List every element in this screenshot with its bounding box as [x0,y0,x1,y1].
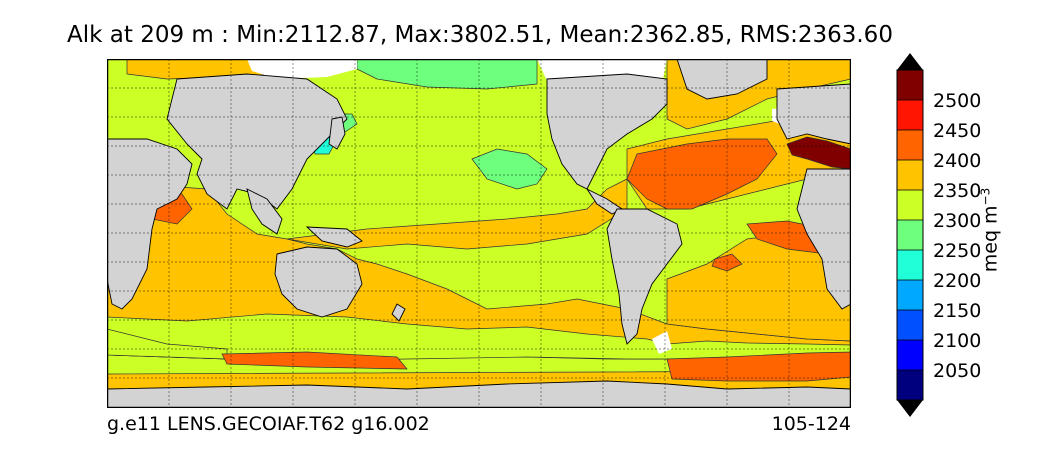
new-guinea [305,226,363,248]
colorbar-band-2500 [897,70,923,100]
colorbar-band-2350 [897,160,923,190]
alk-band-above-2500 [786,136,851,170]
alk-band-2400-2450 [141,138,851,382]
lat-lon-grid [107,59,851,408]
colorbar-tick-label-2500: 2500 [933,90,981,112]
colorbar-unit-main: meq m [979,205,1002,273]
colorbar-bands [897,70,923,400]
australia [274,246,363,318]
colorbar-tick-label-2100: 2100 [933,330,981,352]
colorbar-tick-label-2050: 2050 [933,360,981,382]
indochina [246,188,283,235]
north-america [546,73,668,190]
footer-year-range: 105-124 [771,413,851,435]
colorbar-band-2200 [897,250,923,280]
colorbar-tick-label-2150: 2150 [933,300,981,322]
plot-title: Alk at 209 m : Min:2112.87, Max:3802.51,… [67,22,893,48]
colorbar-band-2000 [897,370,923,400]
colorbar-unit-label: meq m−3 [978,188,1001,273]
colorbar: 2050 2100 2150 2200 2250 2300 2350 2400 2450 2500 [896,53,981,417]
africa-east [796,168,851,310]
footer-case-name: g.e11 LENS.GECOIAF.T62 g16.002 [107,413,430,435]
colorbar-band-2150 [897,280,923,310]
colorbar-tick-label-2250: 2250 [933,240,981,262]
colorbar-band-2050 [897,340,923,370]
colorbar-extend-high [897,53,923,70]
greenland [676,59,768,100]
colorbar-band-2300 [897,190,923,220]
south-america [606,208,683,345]
colorbar-band-2250 [897,220,923,250]
africa [107,138,193,310]
colorbar-extend-low [897,400,923,417]
colorbar-tick-label-2450: 2450 [933,120,981,142]
colorbar-band-2100 [897,310,923,340]
colorbar-unit-exponent: −3 [978,187,993,206]
colorbar-band-2400 [897,130,923,160]
ocean-map [107,59,851,408]
colorbar-ticks: 2050 2100 2150 2200 2250 2300 2350 2400 2450 2500 [897,90,981,382]
colorbar-tick-label-2400: 2400 [933,150,981,172]
colorbar-tick-label-2350: 2350 [933,180,981,202]
map-frame [107,59,851,408]
new-zealand [391,303,406,322]
colorbar-tick-label-2200: 2200 [933,270,981,292]
colorbar-band-2450 [897,100,923,130]
colorbar-frame [896,69,924,401]
europe [776,83,851,145]
alk-band-2250-2300 [326,59,548,190]
colorbar-tick-label-2300: 2300 [933,210,981,232]
